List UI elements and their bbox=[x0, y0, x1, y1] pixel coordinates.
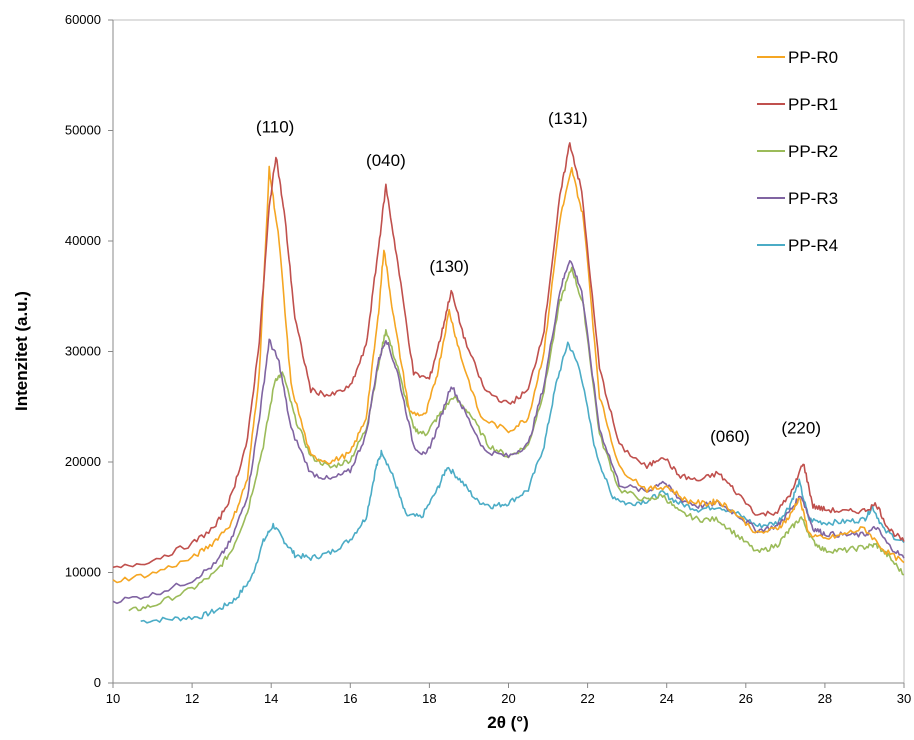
y-tick-label: 10000 bbox=[65, 565, 101, 580]
y-axis-title: Intenzitet (a.u.) bbox=[12, 291, 31, 411]
x-tick-label: 18 bbox=[422, 691, 436, 706]
x-tick-label: 24 bbox=[659, 691, 673, 706]
y-tick-label: 30000 bbox=[65, 344, 101, 359]
legend-label: PP-R0 bbox=[788, 48, 838, 67]
x-tick-label: 14 bbox=[264, 691, 278, 706]
x-tick-label: 28 bbox=[818, 691, 832, 706]
y-tick-label: 50000 bbox=[65, 123, 101, 138]
legend-label: PP-R2 bbox=[788, 142, 838, 161]
series-layer bbox=[113, 143, 904, 623]
legend-label: PP-R3 bbox=[788, 189, 838, 208]
series-line-pp-r0 bbox=[113, 166, 904, 582]
legend-label: PP-R4 bbox=[788, 236, 838, 255]
x-tick-label: 30 bbox=[897, 691, 911, 706]
y-tick-label: 60000 bbox=[65, 12, 101, 27]
x-tick-label: 20 bbox=[501, 691, 515, 706]
x-tick-label: 12 bbox=[185, 691, 199, 706]
peak-label: (060) bbox=[710, 427, 750, 446]
x-tick-label: 22 bbox=[580, 691, 594, 706]
x-axis-ticks: 10 12 14 16 18 20 22 24 26 28 30 bbox=[106, 683, 911, 706]
peak-annotations: (110) (040) (130) (131) (060) (220) bbox=[256, 109, 821, 446]
y-tick-label: 40000 bbox=[65, 233, 101, 248]
x-axis-title: 2θ (°) bbox=[487, 713, 529, 732]
x-tick-label: 10 bbox=[106, 691, 120, 706]
y-tick-label: 20000 bbox=[65, 454, 101, 469]
legend-label: PP-R1 bbox=[788, 95, 838, 114]
y-tick-label: 0 bbox=[94, 675, 101, 690]
peak-label: (110) bbox=[256, 118, 294, 137]
peak-label: (040) bbox=[366, 151, 406, 170]
x-tick-label: 26 bbox=[739, 691, 753, 706]
y-axis-ticks: 0 10000 20000 30000 40000 50000 60000 bbox=[65, 12, 113, 690]
series-line-pp-r2 bbox=[129, 267, 904, 610]
x-tick-label: 16 bbox=[343, 691, 357, 706]
legend: PP-R0 PP-R1 PP-R2 PP-R3 PP-R4 bbox=[757, 48, 838, 255]
peak-label: (131) bbox=[548, 109, 588, 128]
plot-area-border bbox=[113, 20, 904, 683]
peak-label: (130) bbox=[429, 257, 469, 276]
peak-label: (220) bbox=[781, 418, 821, 437]
